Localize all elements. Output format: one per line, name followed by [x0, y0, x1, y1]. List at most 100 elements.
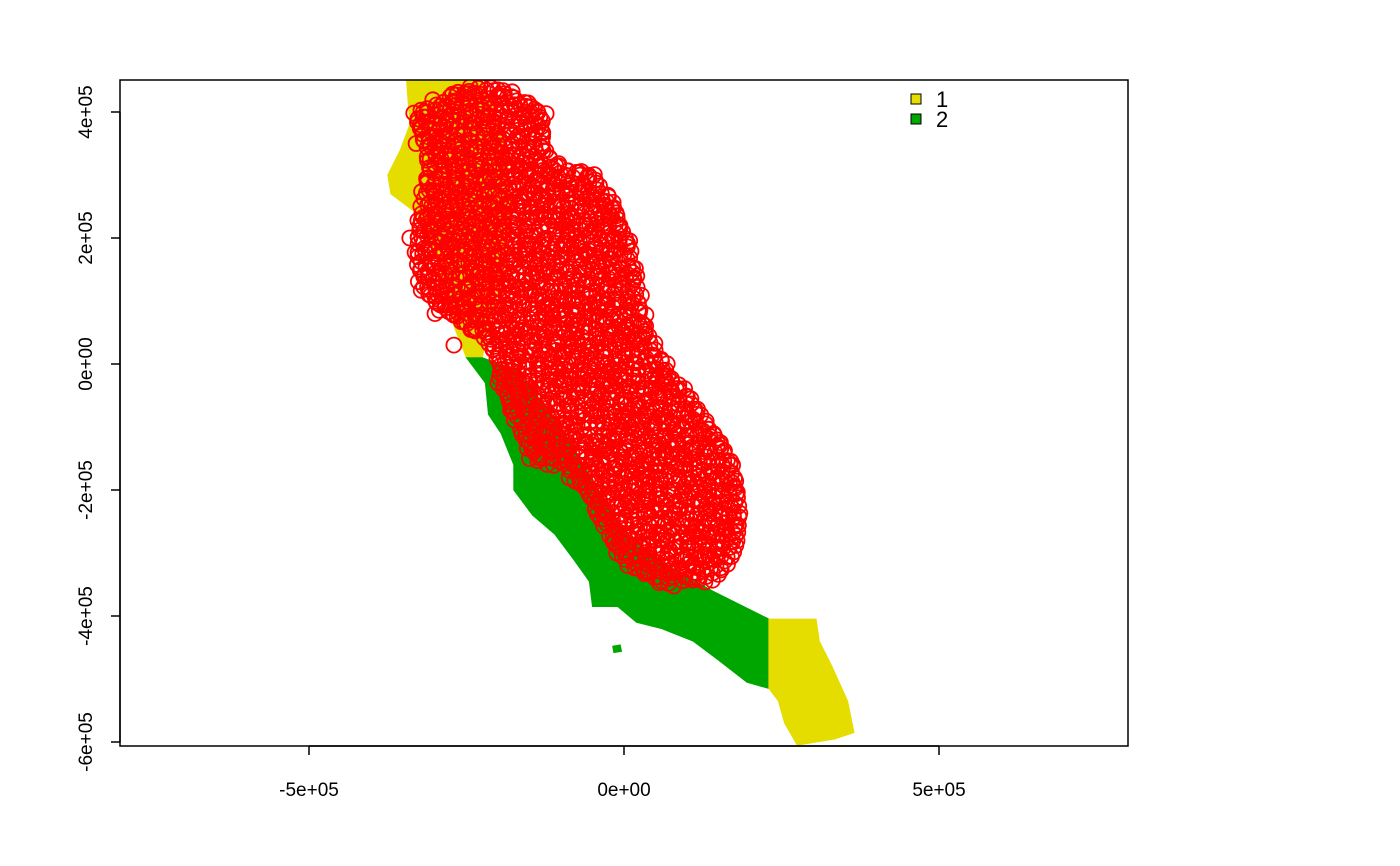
point-marker	[408, 256, 426, 273]
point-marker	[561, 362, 579, 380]
point-marker	[731, 504, 749, 522]
y-tick-label: 4e+05	[76, 85, 97, 138]
point-marker	[401, 229, 419, 247]
point-marker	[418, 100, 436, 117]
point-marker	[704, 571, 721, 589]
point-marker	[591, 177, 608, 195]
raster-region-class-1	[768, 618, 855, 746]
legend: 12	[910, 87, 948, 132]
point-marker	[636, 565, 654, 582]
point-marker	[605, 199, 622, 217]
x-tick-label: 5e+05	[912, 780, 965, 801]
point-marker	[586, 500, 604, 518]
point-marker	[486, 226, 504, 244]
point-marker	[447, 162, 465, 180]
point-marker	[585, 166, 603, 184]
point-marker	[646, 334, 664, 352]
point-marker	[728, 483, 746, 501]
point-marker	[646, 341, 664, 359]
point-marker	[409, 113, 426, 131]
point-marker	[658, 355, 676, 373]
point-marker	[586, 437, 604, 455]
x-tick-label: 0e+00	[597, 780, 650, 801]
point-marker	[559, 162, 576, 180]
point-marker	[621, 249, 639, 267]
point-marker	[719, 555, 736, 573]
point-marker	[608, 544, 625, 562]
point-marker	[576, 478, 594, 496]
point-marker	[482, 330, 500, 348]
point-marker	[517, 431, 535, 449]
point-marker	[418, 148, 436, 166]
point-marker	[729, 489, 746, 507]
x-axis: -5e+05 0e+00 5e+05	[279, 745, 966, 801]
point-marker	[432, 210, 450, 228]
point-marker	[710, 566, 727, 583]
point-marker	[700, 420, 717, 438]
point-marker	[537, 142, 555, 160]
point-marker	[627, 260, 644, 277]
point-marker	[724, 456, 741, 474]
point-marker	[697, 412, 715, 430]
point-marker	[409, 235, 427, 253]
y-tick-label: 0e+00	[76, 337, 97, 390]
point-marker	[533, 122, 551, 140]
point-marker	[409, 248, 427, 266]
point-marker	[421, 159, 438, 177]
point-marker	[636, 322, 653, 340]
point-marker	[440, 303, 458, 321]
legend-swatch	[910, 113, 922, 125]
point-marker	[545, 456, 562, 474]
point-marker	[430, 301, 448, 319]
point-marker	[729, 523, 747, 541]
point-marker	[459, 85, 477, 102]
point-marker	[625, 270, 643, 288]
point-marker	[631, 435, 648, 453]
point-marker	[489, 374, 507, 392]
point-marker	[550, 157, 567, 175]
point-marker	[485, 340, 502, 358]
points-layer	[401, 80, 749, 595]
y-tick-label: -6e+05	[76, 712, 97, 772]
point-marker	[723, 548, 740, 565]
point-marker	[684, 571, 701, 589]
y-tick-label: -2e+05	[76, 460, 97, 520]
point-marker	[601, 527, 618, 545]
point-marker	[505, 411, 523, 429]
point-marker	[628, 267, 646, 285]
point-marker	[678, 387, 695, 405]
point-marker	[409, 273, 427, 291]
y-tick-label: -4e+05	[76, 586, 97, 646]
point-marker	[426, 305, 444, 323]
point-marker	[412, 101, 430, 119]
x-tick-label: -5e+05	[279, 780, 339, 801]
point-marker	[505, 89, 523, 106]
point-marker	[631, 301, 649, 318]
point-marker	[622, 242, 640, 260]
point-marker	[488, 350, 506, 367]
point-marker	[528, 102, 546, 120]
point-marker	[565, 456, 582, 474]
point-marker	[526, 100, 543, 118]
point-marker	[526, 441, 544, 458]
point-marker	[415, 190, 433, 208]
legend-label: 1	[936, 87, 948, 112]
point-marker	[651, 574, 668, 592]
point-marker	[730, 497, 748, 515]
point-marker	[418, 170, 436, 188]
y-axis: -6e+05 -4e+05 -2e+05 0e+00 2e+05 4e+05	[76, 85, 121, 772]
point-marker	[521, 450, 538, 467]
legend-swatch	[910, 93, 922, 105]
raster-region-class-2	[612, 644, 623, 654]
point-marker	[621, 232, 639, 250]
point-marker	[497, 309, 514, 327]
point-marker	[518, 439, 536, 457]
point-marker	[690, 571, 708, 588]
point-marker	[424, 91, 442, 109]
point-marker	[533, 134, 551, 152]
point-marker	[461, 80, 479, 96]
point-marker	[629, 294, 647, 312]
point-marker	[626, 559, 644, 577]
point-marker	[466, 186, 484, 204]
